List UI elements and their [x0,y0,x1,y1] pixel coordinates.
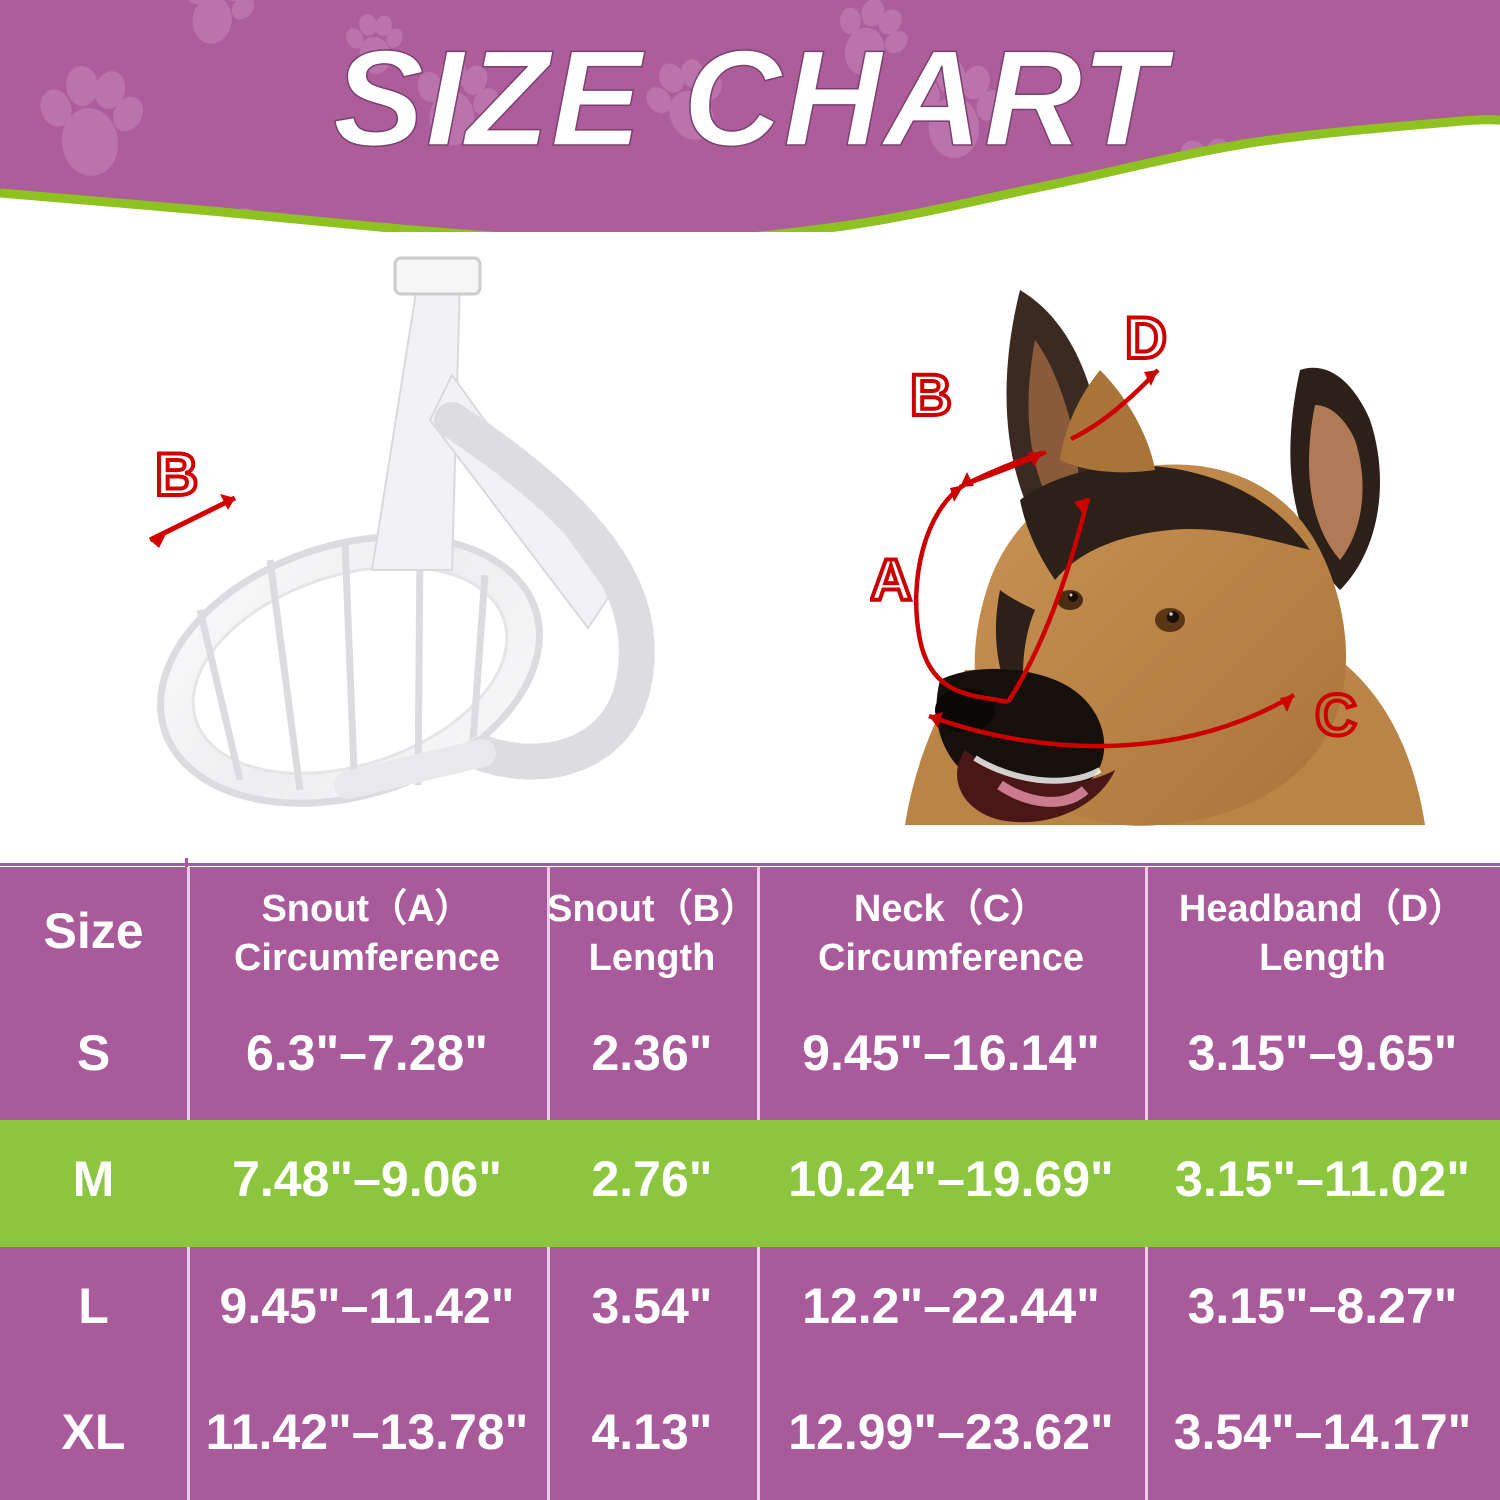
svg-text:C: C [1315,683,1357,748]
svg-text:B: B [910,363,952,428]
svg-text:A: A [870,548,912,613]
svg-text:D: D [1125,306,1167,371]
svg-text:B: B [155,441,198,508]
